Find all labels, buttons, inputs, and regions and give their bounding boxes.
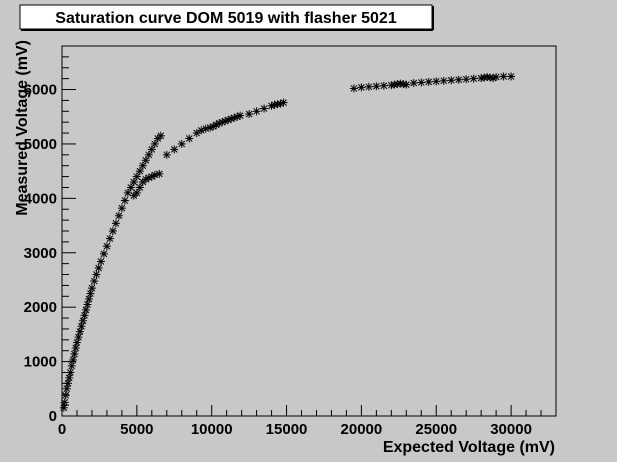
data-point	[349, 84, 358, 93]
data-point	[402, 80, 411, 89]
data-point	[432, 77, 441, 86]
data-point	[156, 131, 165, 140]
data-point	[62, 384, 71, 393]
data-point	[126, 183, 135, 192]
data-point	[499, 72, 508, 81]
data-point	[409, 79, 418, 87]
data-point	[170, 145, 179, 154]
data-point	[245, 110, 254, 119]
data-point	[80, 311, 89, 320]
data-point	[260, 104, 269, 113]
data-point	[71, 343, 80, 352]
chart-title: Saturation curve DOM 5019 with flasher 5…	[55, 10, 397, 27]
data-point	[185, 134, 194, 143]
y-tick-label: 4000	[24, 190, 57, 207]
data-point	[424, 77, 433, 86]
data-points	[59, 72, 516, 412]
data-point	[117, 204, 126, 213]
data-point	[492, 73, 501, 82]
data-point	[147, 145, 156, 154]
data-point	[105, 234, 114, 243]
data-point	[78, 316, 87, 325]
data-point	[273, 100, 282, 109]
data-point	[70, 349, 79, 358]
x-tick-label: 25000	[415, 421, 457, 438]
y-tick-label: 3000	[24, 245, 57, 262]
data-point	[162, 150, 171, 159]
x-tick-label: 0	[58, 421, 66, 438]
y-tick-label: 2000	[24, 299, 57, 316]
x-tick-label: 15000	[266, 421, 308, 438]
data-point	[65, 373, 74, 382]
data-point	[60, 398, 69, 407]
data-point	[84, 295, 93, 304]
data-point	[90, 277, 99, 286]
data-point	[74, 333, 83, 342]
data-point	[469, 74, 478, 83]
data-point	[364, 82, 373, 91]
data-point	[92, 270, 101, 279]
data-point	[87, 284, 96, 293]
axis-ticks: 0 5000 10000 15000 20000 25000 30000 0 1000 2000 3…	[24, 45, 557, 438]
data-point	[279, 98, 288, 107]
data-point	[75, 327, 84, 336]
data-point	[81, 305, 90, 314]
y-tick-label: 1000	[24, 354, 57, 371]
data-point	[72, 338, 81, 347]
data-point	[120, 196, 129, 205]
data-point	[150, 139, 159, 148]
data-point	[67, 361, 76, 370]
x-axis-title: Expected Voltage (mV)	[383, 439, 555, 456]
data-point	[99, 249, 108, 258]
data-point	[66, 368, 75, 377]
data-point	[236, 111, 245, 120]
x-tick-label: 5000	[120, 421, 153, 438]
data-point	[114, 211, 123, 220]
y-axis-title: Measured Voltage (mV)	[14, 40, 31, 216]
data-point	[63, 379, 72, 388]
data-point	[201, 124, 210, 133]
data-point	[454, 75, 463, 84]
data-point	[94, 264, 103, 272]
y-tick-label: 6000	[24, 82, 57, 99]
y-tick-label: 5000	[24, 136, 57, 153]
data-point	[108, 227, 117, 235]
data-point	[357, 83, 366, 92]
data-point	[252, 107, 261, 116]
data-point	[507, 72, 516, 81]
data-point	[379, 81, 388, 90]
data-point	[177, 139, 186, 148]
data-point	[155, 169, 164, 178]
data-point	[102, 242, 111, 251]
data-point	[462, 75, 471, 84]
data-point	[192, 129, 201, 138]
x-tick-label: 10000	[191, 421, 233, 438]
data-point	[439, 76, 448, 85]
data-point	[61, 391, 70, 400]
data-point	[390, 80, 399, 89]
data-point	[372, 82, 381, 91]
x-tick-label: 20000	[341, 421, 383, 438]
data-point	[135, 167, 144, 176]
data-point	[135, 183, 144, 192]
plot-frame	[61, 45, 557, 417]
data-point	[59, 403, 68, 412]
y-tick-label: 0	[49, 408, 57, 425]
x-tick-label: 30000	[490, 421, 532, 438]
data-point	[417, 78, 426, 87]
data-point	[77, 322, 86, 331]
data-point	[69, 355, 78, 364]
data-point	[129, 178, 138, 187]
data-point	[86, 289, 95, 298]
data-point	[83, 300, 92, 309]
data-point	[96, 257, 105, 266]
data-point	[111, 219, 120, 228]
data-point	[447, 76, 456, 85]
